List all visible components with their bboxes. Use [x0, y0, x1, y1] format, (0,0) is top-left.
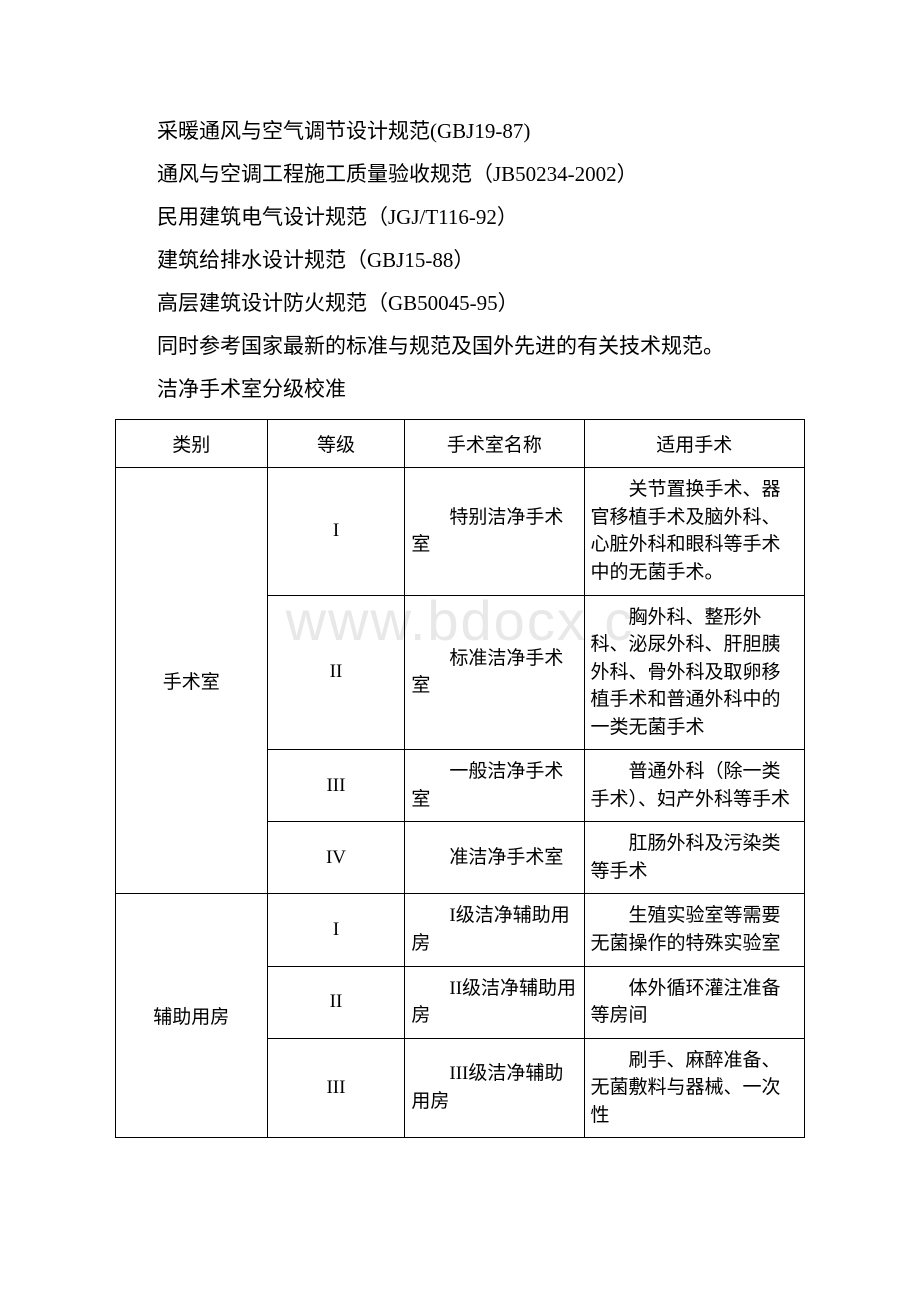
spec-line: 高层建筑设计防火规范（GB50045-95） — [115, 282, 805, 325]
spec-line: 民用建筑电气设计规范（JGJ/T116-92） — [115, 196, 805, 239]
cell-level: III — [267, 750, 405, 822]
cell-level: III — [267, 1038, 405, 1138]
cell-name: II级洁净辅助用房 — [405, 966, 584, 1038]
cell-name: III级洁净辅助用房 — [405, 1038, 584, 1138]
cell-name: 准洁净手术室 — [405, 822, 584, 894]
cell-level: I — [267, 468, 405, 595]
cell-category: 手术室 — [116, 468, 268, 894]
table-row: 辅助用房 I I级洁净辅助用房 生殖实验室等需要无菌操作的特殊实验室 — [116, 894, 805, 966]
cell-usage: 生殖实验室等需要无菌操作的特殊实验室 — [584, 894, 805, 966]
cell-level: II — [267, 595, 405, 750]
cell-level: IV — [267, 822, 405, 894]
spec-line: 通风与空调工程施工质量验收规范（JB50234-2002） — [115, 153, 805, 196]
classification-table: 类别 等级 手术室名称 适用手术 手术室 I 特别洁净手术室 关节置换手术、器官… — [115, 419, 805, 1138]
cell-usage: 胸外科、整形外科、泌尿外科、肝胆胰外科、骨外科及取卵移植手术和普通外科中的一类无… — [584, 595, 805, 750]
cell-name: I级洁净辅助用房 — [405, 894, 584, 966]
cell-usage: 肛肠外科及污染类等手术 — [584, 822, 805, 894]
header-category: 类别 — [116, 420, 268, 468]
spec-line: 建筑给排水设计规范（GBJ15-88） — [115, 239, 805, 282]
header-name: 手术室名称 — [405, 420, 584, 468]
header-usage: 适用手术 — [584, 420, 805, 468]
text-lines: 采暖通风与空气调节设计规范(GBJ19-87) 通风与空调工程施工质量验收规范（… — [115, 110, 805, 411]
cell-usage: 关节置换手术、器官移植手术及脑外科、心脏外科和眼科等手术中的无菌手术。 — [584, 468, 805, 595]
spec-line: 同时参考国家最新的标准与规范及国外先进的有关技术规范。 — [115, 325, 805, 368]
header-level: 等级 — [267, 420, 405, 468]
document-content: 采暖通风与空气调节设计规范(GBJ19-87) 通风与空调工程施工质量验收规范（… — [115, 110, 805, 1138]
cell-level: I — [267, 894, 405, 966]
cell-name: 一般洁净手术室 — [405, 750, 584, 822]
spec-line: 采暖通风与空气调节设计规范(GBJ19-87) — [115, 110, 805, 153]
cell-usage: 刷手、麻醉准备、无菌敷料与器械、一次性 — [584, 1038, 805, 1138]
table-row: 手术室 I 特别洁净手术室 关节置换手术、器官移植手术及脑外科、心脏外科和眼科等… — [116, 468, 805, 595]
cell-category: 辅助用房 — [116, 894, 268, 1138]
table-header-row: 类别 等级 手术室名称 适用手术 — [116, 420, 805, 468]
cell-level: II — [267, 966, 405, 1038]
cell-usage: 普通外科（除一类手术）、妇产外科等手术 — [584, 750, 805, 822]
cell-name: 特别洁净手术室 — [405, 468, 584, 595]
table-caption: 洁净手术室分级校准 — [115, 368, 805, 411]
cell-name: 标准洁净手术室 — [405, 595, 584, 750]
cell-usage: 体外循环灌注准备等房间 — [584, 966, 805, 1038]
